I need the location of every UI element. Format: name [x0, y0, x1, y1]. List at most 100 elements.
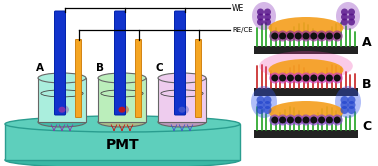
- Circle shape: [334, 75, 341, 82]
- FancyBboxPatch shape: [195, 40, 201, 118]
- FancyBboxPatch shape: [76, 40, 82, 118]
- Circle shape: [341, 13, 348, 20]
- Circle shape: [324, 73, 335, 83]
- Circle shape: [301, 73, 311, 83]
- Circle shape: [257, 13, 264, 20]
- Circle shape: [341, 96, 349, 104]
- Ellipse shape: [38, 117, 86, 127]
- Circle shape: [341, 8, 348, 15]
- Circle shape: [293, 73, 304, 83]
- Circle shape: [295, 117, 302, 124]
- Text: B: B: [96, 63, 104, 73]
- Circle shape: [263, 101, 271, 109]
- Circle shape: [279, 33, 286, 40]
- Circle shape: [277, 115, 288, 125]
- Circle shape: [341, 106, 349, 114]
- Circle shape: [316, 31, 327, 42]
- Circle shape: [310, 117, 317, 124]
- FancyBboxPatch shape: [115, 11, 125, 115]
- Circle shape: [324, 115, 335, 125]
- Circle shape: [310, 33, 317, 40]
- FancyBboxPatch shape: [54, 11, 65, 115]
- Circle shape: [269, 73, 280, 83]
- Circle shape: [347, 106, 355, 114]
- Circle shape: [269, 31, 280, 42]
- Circle shape: [263, 96, 271, 104]
- Circle shape: [326, 117, 333, 124]
- Ellipse shape: [251, 86, 277, 118]
- Ellipse shape: [158, 117, 206, 127]
- Circle shape: [277, 31, 288, 42]
- Circle shape: [271, 75, 278, 82]
- Circle shape: [277, 73, 288, 83]
- Circle shape: [332, 115, 343, 125]
- Text: WE: WE: [232, 3, 244, 12]
- Ellipse shape: [38, 73, 86, 83]
- Circle shape: [295, 33, 302, 40]
- Circle shape: [257, 8, 264, 15]
- Circle shape: [308, 73, 319, 83]
- Circle shape: [279, 75, 286, 82]
- Circle shape: [332, 31, 343, 42]
- Circle shape: [302, 75, 310, 82]
- Text: A: A: [362, 36, 372, 48]
- Circle shape: [301, 115, 311, 125]
- Circle shape: [264, 8, 271, 15]
- Circle shape: [264, 18, 271, 26]
- Ellipse shape: [175, 105, 189, 115]
- Ellipse shape: [98, 73, 146, 83]
- Circle shape: [341, 101, 349, 109]
- Bar: [254, 88, 358, 96]
- Circle shape: [348, 8, 355, 15]
- Circle shape: [302, 117, 310, 124]
- Circle shape: [285, 31, 296, 42]
- Ellipse shape: [336, 2, 360, 30]
- Text: RE/CE: RE/CE: [232, 27, 253, 33]
- Circle shape: [302, 33, 310, 40]
- Circle shape: [293, 115, 304, 125]
- Text: PMT: PMT: [106, 138, 139, 152]
- Circle shape: [347, 96, 355, 104]
- Circle shape: [271, 117, 278, 124]
- Circle shape: [348, 18, 355, 26]
- Circle shape: [287, 117, 294, 124]
- Ellipse shape: [268, 59, 344, 81]
- Circle shape: [285, 73, 296, 83]
- Text: B: B: [362, 78, 372, 90]
- Ellipse shape: [178, 107, 186, 113]
- Circle shape: [295, 75, 302, 82]
- Text: A: A: [36, 63, 44, 73]
- Ellipse shape: [118, 107, 125, 113]
- Circle shape: [334, 33, 341, 40]
- Circle shape: [308, 31, 319, 42]
- Ellipse shape: [252, 2, 276, 30]
- Ellipse shape: [335, 86, 361, 118]
- Ellipse shape: [5, 152, 240, 166]
- Ellipse shape: [115, 105, 129, 115]
- Bar: [158, 78, 206, 122]
- Bar: [254, 46, 358, 54]
- Ellipse shape: [5, 116, 240, 132]
- Circle shape: [326, 75, 333, 82]
- Circle shape: [324, 31, 335, 42]
- Circle shape: [318, 117, 325, 124]
- Ellipse shape: [59, 107, 65, 113]
- Circle shape: [316, 115, 327, 125]
- Circle shape: [318, 33, 325, 40]
- Circle shape: [332, 73, 343, 83]
- Circle shape: [326, 33, 333, 40]
- Circle shape: [257, 106, 265, 114]
- Circle shape: [348, 13, 355, 20]
- Circle shape: [347, 101, 355, 109]
- Bar: [98, 78, 146, 122]
- Circle shape: [310, 75, 317, 82]
- Circle shape: [285, 115, 296, 125]
- Circle shape: [293, 31, 304, 42]
- Ellipse shape: [268, 101, 344, 123]
- FancyBboxPatch shape: [175, 11, 186, 115]
- Ellipse shape: [259, 51, 353, 81]
- Circle shape: [279, 117, 286, 124]
- Circle shape: [341, 18, 348, 26]
- FancyBboxPatch shape: [135, 40, 141, 118]
- Ellipse shape: [158, 73, 206, 83]
